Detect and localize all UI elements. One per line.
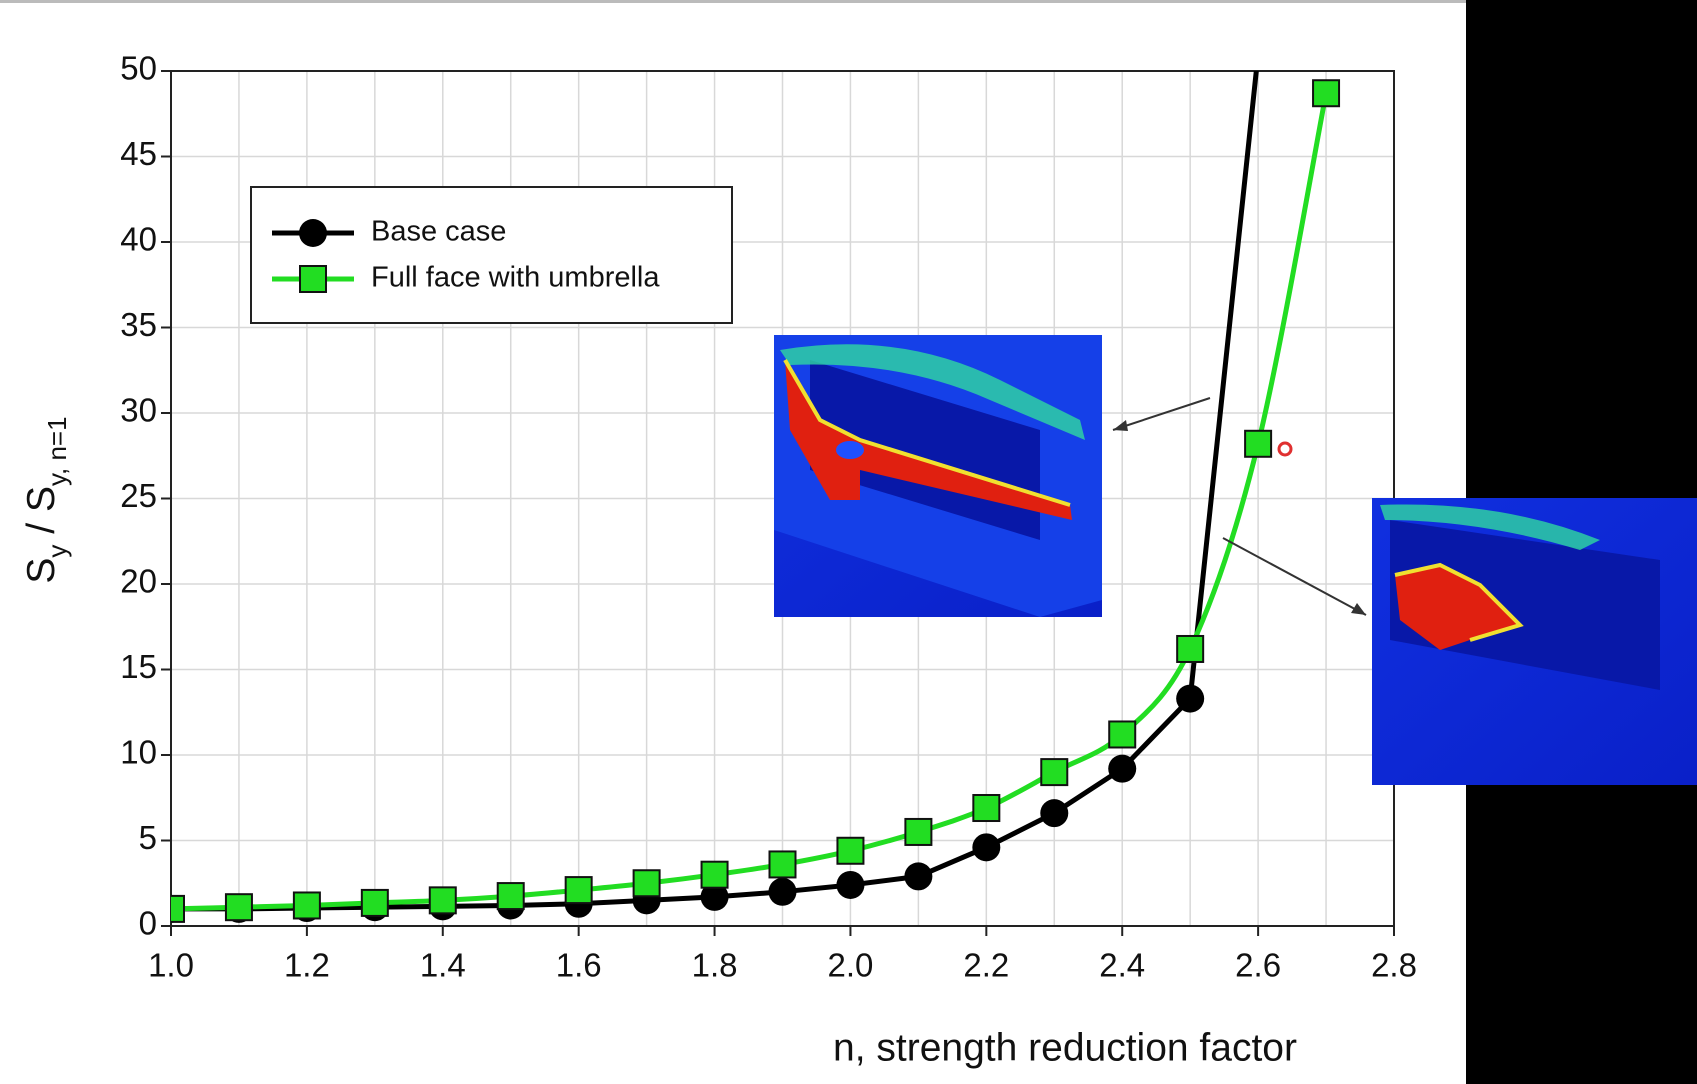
point	[1244, 40, 1272, 68]
point	[564, 876, 593, 905]
y-tick-label: 45	[120, 135, 157, 172]
y-tick-label: 20	[120, 563, 157, 600]
point	[1040, 758, 1069, 787]
point	[496, 882, 525, 911]
arrow	[1222, 537, 1367, 616]
x-tick-label: 2.8	[1371, 947, 1417, 984]
point	[360, 888, 389, 917]
y-tick-label: 30	[120, 392, 157, 429]
inset-image	[774, 335, 1102, 617]
point	[1108, 720, 1137, 749]
point	[171, 894, 185, 923]
y-label-part: y, n=1	[42, 416, 72, 486]
point	[904, 817, 933, 846]
x-axis-label: n, strength reduction factor	[833, 1026, 1297, 1069]
y-label-part: S	[20, 558, 63, 584]
point	[904, 862, 933, 891]
point	[428, 886, 457, 915]
point	[1244, 429, 1273, 458]
point	[292, 891, 321, 920]
x-tick-label: 1.0	[148, 947, 194, 984]
y-tick-label: 0	[139, 905, 157, 942]
point	[972, 833, 1001, 862]
point	[700, 882, 729, 911]
legend-box	[250, 186, 733, 324]
x-tick-label: 2.4	[1099, 947, 1145, 984]
point	[632, 869, 661, 898]
point	[1312, 79, 1341, 108]
x-tick-label: 2.0	[828, 947, 874, 984]
x-tick-label: 2.6	[1235, 947, 1281, 984]
y-tick-label: 5	[139, 819, 157, 856]
x-tick-label: 1.8	[692, 947, 738, 984]
x-tick-label: 2.2	[963, 947, 1009, 984]
point	[1176, 634, 1205, 663]
cursor	[1277, 441, 1293, 457]
y-tick-label: 10	[120, 734, 157, 771]
inset-image	[1372, 498, 1697, 785]
legend-marker	[299, 265, 327, 293]
legend-label: Full face with umbrella	[371, 262, 660, 294]
y-tick-label: 40	[120, 221, 157, 258]
point	[768, 877, 797, 906]
point	[1040, 799, 1069, 828]
top-strip	[0, 0, 1697, 3]
arrowhead	[1113, 420, 1128, 431]
series-layer	[171, 40, 1341, 923]
arrowhead	[1351, 603, 1366, 615]
y-axis-label: Sy / Sy, n=1	[20, 416, 72, 583]
point	[768, 850, 797, 879]
y-tick-label: 50	[120, 50, 157, 87]
x-tick-label: 1.6	[556, 947, 602, 984]
legend-label: Base case	[371, 216, 506, 248]
x-tick-label: 1.2	[284, 947, 330, 984]
point	[836, 870, 865, 899]
point	[224, 893, 253, 922]
legend-marker	[299, 219, 327, 247]
y-label-part: y	[42, 545, 72, 558]
arrow	[1112, 397, 1211, 431]
point	[1176, 684, 1205, 713]
y-tick-label: 25	[120, 477, 157, 514]
point	[700, 860, 729, 889]
point	[836, 836, 865, 865]
point	[1108, 754, 1137, 783]
x-tick-label: 1.4	[420, 947, 466, 984]
y-tick-label: 35	[120, 306, 157, 343]
plot-area: 1.0 1.2 1.4 1.6 1.8 2.0 2.2 2.4 2.6 2.8 0 5 10 15 20 25…	[120, 40, 1417, 984]
point	[972, 794, 1001, 823]
y-label-part: / S	[20, 486, 63, 545]
y-tick-label: 15	[120, 648, 157, 685]
